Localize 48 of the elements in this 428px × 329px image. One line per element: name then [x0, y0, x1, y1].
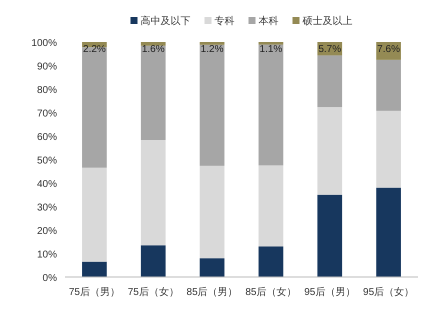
y-tick-label: 60%	[36, 132, 58, 143]
y-tick-label: 70%	[36, 108, 58, 120]
bar	[82, 47, 107, 168]
y-tick-label: 0%	[42, 273, 58, 284]
bar	[200, 42, 224, 45]
data-label: 7.6%	[377, 44, 400, 55]
data-label: 1.6%	[142, 44, 165, 55]
bar	[317, 107, 342, 195]
bar	[200, 258, 224, 277]
bar	[258, 44, 284, 166]
x-tick-label: 95后（女）	[363, 286, 414, 298]
legend-label: 硕士及以上	[302, 15, 352, 27]
legend-label: 专科	[214, 15, 234, 27]
bar	[140, 46, 166, 140]
x-tick-label: 85后（女）	[245, 286, 296, 298]
data-label: 2.2%	[83, 44, 106, 55]
y-tick-label: 80%	[36, 85, 58, 96]
bar	[317, 55, 342, 108]
data-label: 1.1%	[260, 44, 282, 55]
bar	[140, 140, 166, 246]
y-tick-label: 20%	[36, 226, 58, 237]
y-tick-label: 40%	[36, 179, 58, 190]
bar	[317, 194, 342, 277]
bar	[82, 262, 107, 277]
x-tick-label: 95后（男）	[304, 286, 356, 298]
y-tick-label: 50%	[36, 156, 58, 166]
bar	[200, 166, 224, 258]
bar	[200, 44, 224, 166]
x-tick-label: 75后（男）	[68, 286, 120, 298]
y-tick-label: 90%	[36, 62, 58, 72]
bar	[376, 188, 401, 277]
y-tick-label: 10%	[36, 250, 58, 260]
legend-label: 高中及以下	[140, 15, 190, 27]
data-label: 1.2%	[200, 44, 224, 55]
bar	[376, 60, 401, 111]
data-label: 5.7%	[318, 44, 342, 55]
x-tick-label: 85后（男）	[186, 286, 238, 298]
y-tick-label: 100%	[31, 38, 58, 49]
bar	[258, 246, 284, 277]
bar	[258, 165, 284, 246]
bar	[140, 245, 166, 277]
bar	[82, 168, 107, 262]
bar	[376, 110, 401, 188]
x-tick-label: 75后（女）	[128, 286, 179, 298]
y-tick-label: 30%	[36, 202, 58, 214]
bar	[258, 42, 284, 45]
legend-label: 本科	[258, 15, 278, 27]
bar	[140, 42, 166, 46]
